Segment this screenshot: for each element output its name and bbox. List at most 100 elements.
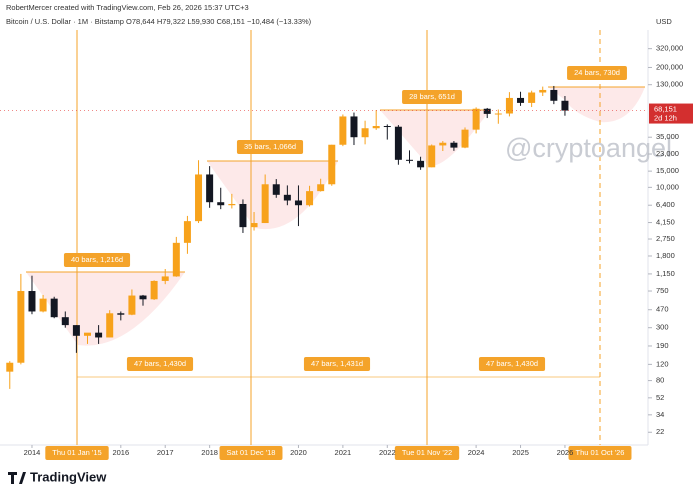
y-tick-label: 120 [656, 359, 669, 368]
y-tick-label: 190 [656, 341, 669, 350]
x-tick-label: 2024 [468, 448, 485, 457]
candle-body [206, 174, 214, 203]
candle-body [139, 295, 147, 300]
y-tick-label: 35,000 [656, 132, 679, 141]
last-price-label: 68,151 [654, 105, 677, 114]
candle-body [550, 89, 558, 101]
candle-body [61, 317, 69, 326]
cycle-shading [26, 87, 645, 346]
x-tick-label: 2022 [379, 448, 396, 457]
annotations: 40 bars, 1,216d 35 bars, 1,066d 28 bars, 6… [45, 66, 632, 460]
countdown: 2d 12h [654, 114, 677, 123]
cycle-label-box [236, 140, 304, 154]
candle-body [106, 313, 114, 338]
candle-body [561, 100, 569, 111]
candle-body [539, 89, 547, 93]
cycle-label: 40 bars, 1,216d [71, 255, 123, 264]
candle-body [361, 128, 369, 138]
shade [548, 87, 645, 123]
candles [6, 85, 569, 389]
symbol-line: Bitcoin / U.S. Dollar · 1M · Bitstamp O7… [6, 17, 312, 26]
y-tick-label: 6,400 [656, 200, 675, 209]
gap-label: 47 bars, 1,430d [486, 359, 538, 368]
candle-body [505, 97, 513, 114]
candle-body [117, 313, 125, 315]
candle-body [439, 142, 447, 146]
candle-body [128, 295, 136, 315]
candle-body [195, 174, 203, 222]
candle-body [95, 332, 103, 338]
logo-mark [8, 472, 26, 484]
candle-body [83, 332, 91, 336]
y-tick-label: 130,000 [656, 80, 683, 89]
x-tick-label: 2021 [335, 448, 352, 457]
gap-label: 47 bars, 1,430d [134, 359, 186, 368]
watermark: @cryptoangel [505, 133, 672, 163]
candle-body [428, 145, 436, 168]
y-tick-label: 22 [656, 427, 664, 436]
y-tick-label: 300 [656, 323, 669, 332]
gap-label: 47 bars, 1,431d [311, 359, 363, 368]
cycle-label: 24 bars, 730d [574, 68, 620, 77]
candle-body [517, 97, 525, 103]
y-tick-label: 4,150 [656, 218, 675, 227]
candle-body [383, 126, 391, 128]
candle-body [161, 276, 169, 281]
candle-body [217, 202, 225, 206]
shade [380, 110, 490, 166]
last-price-box [649, 103, 693, 124]
candle-body [372, 126, 380, 129]
cycle-label-box [567, 66, 627, 80]
candle-body [6, 362, 14, 372]
date-label-box [394, 446, 460, 460]
candle-body [172, 242, 180, 277]
y-tick-label: 1,800 [656, 251, 675, 260]
candle-body [405, 159, 413, 161]
y-tick-label: 320,000 [656, 44, 683, 53]
candle-body [350, 116, 358, 138]
y-tick-label: 470 [656, 305, 669, 314]
date-label: Tue 01 Nov '22 [402, 448, 452, 457]
candle-body [461, 129, 469, 148]
y-tick-label: 1,150 [656, 269, 675, 278]
candle-body [250, 223, 258, 228]
shade [207, 161, 338, 230]
candle-body [306, 191, 314, 206]
gap-label-box [126, 357, 194, 371]
cycle-label: 35 bars, 1,066d [244, 142, 296, 151]
date-label-box [568, 446, 632, 460]
candle-body [72, 325, 80, 336]
y-tick-label: 34 [656, 410, 664, 419]
y-tick-label: 200,000 [656, 62, 683, 71]
date-label: Thu 01 Oct '26 [576, 448, 625, 457]
cycle-lines [26, 30, 645, 445]
cycle-label-box [63, 253, 131, 267]
candle-body [183, 221, 191, 243]
y-tick-label: 52 [656, 393, 664, 402]
x-tick-label: 2020 [290, 448, 307, 457]
x-tick-label: 2017 [157, 448, 174, 457]
candle-body [283, 194, 291, 201]
y-tick-label: 80 [656, 376, 664, 385]
logo-text: TradingView [30, 469, 107, 484]
date-label: Sat 01 Dec '18 [227, 448, 276, 457]
candle-body [528, 92, 536, 103]
candle-body [239, 203, 247, 228]
x-tick-label: 2014 [24, 448, 41, 457]
logo: TradingView [8, 469, 107, 484]
candle-body [17, 291, 25, 363]
candle-body [494, 113, 502, 115]
candle-body [294, 200, 302, 206]
y-tick-label: 23,000 [656, 149, 679, 158]
candle-body [272, 184, 280, 195]
candle-body [450, 142, 458, 148]
x-tick-label: 2026 [557, 448, 574, 457]
date-label-box [219, 446, 283, 460]
candle-body [483, 108, 491, 114]
candle-body [328, 144, 336, 185]
cycle-label-box [402, 90, 462, 104]
x-tick-label: 2016 [112, 448, 129, 457]
credit: RobertMercer created with TradingView.co… [6, 3, 249, 12]
candle-body [417, 160, 425, 168]
candle-body [50, 298, 58, 318]
